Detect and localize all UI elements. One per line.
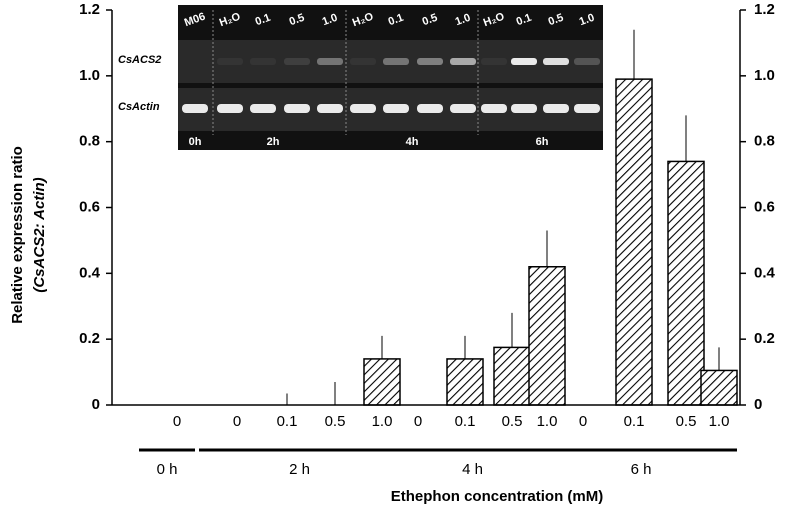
lane-label: 0.1 bbox=[387, 12, 405, 29]
lane-label: 0.5 bbox=[421, 12, 439, 29]
y-tick-label: 0.4 bbox=[79, 264, 101, 281]
gel-band bbox=[450, 104, 476, 113]
time-label: 6h bbox=[536, 136, 549, 148]
lane-label: 1.0 bbox=[454, 12, 472, 29]
y2-tick-label: 0.2 bbox=[754, 330, 775, 347]
gel-band bbox=[250, 104, 276, 113]
gel-band bbox=[250, 58, 276, 65]
x-tick-label: 1.0 bbox=[537, 413, 558, 430]
y2-tick-label: 0.6 bbox=[754, 198, 775, 215]
gel-band bbox=[317, 58, 343, 65]
gel-band bbox=[383, 104, 409, 113]
x-tick-label: 0 bbox=[579, 413, 587, 430]
y2-tick-label: 1.0 bbox=[754, 67, 775, 84]
gel-band bbox=[217, 58, 243, 65]
y-axis-title: Relative expression ratio bbox=[9, 146, 26, 324]
gel-band bbox=[511, 58, 537, 65]
x-tick-label: 0.5 bbox=[502, 413, 523, 430]
gel-band bbox=[543, 58, 569, 65]
x-tick-label: 1.0 bbox=[709, 413, 730, 430]
lane-label: 0.1 bbox=[254, 12, 272, 29]
gel-band bbox=[284, 104, 310, 113]
lane-label: 0.5 bbox=[288, 12, 306, 29]
y-tick-label: 0.8 bbox=[79, 133, 100, 150]
group-label: 2 h bbox=[289, 461, 310, 478]
gel-band bbox=[417, 58, 443, 65]
gel-band bbox=[317, 104, 343, 113]
x-axis-title: Ethephon concentration (mM) bbox=[391, 488, 604, 505]
x-tick-label: 0 bbox=[233, 413, 241, 430]
gel-band bbox=[450, 58, 476, 65]
bar bbox=[615, 78, 653, 406]
gel-band bbox=[417, 104, 443, 113]
y-tick-label: 0 bbox=[92, 396, 100, 413]
bar bbox=[446, 358, 484, 406]
gel-band bbox=[543, 104, 569, 113]
lane-label: 0.5 bbox=[547, 12, 565, 29]
x-tick-label: 1.0 bbox=[372, 413, 393, 430]
x-tick-label: 0 bbox=[414, 413, 422, 430]
y2-tick-label: 0.8 bbox=[754, 133, 775, 150]
bar bbox=[700, 369, 738, 406]
gel-band bbox=[350, 104, 376, 113]
gel-band bbox=[574, 104, 600, 113]
lane-label: 1.0 bbox=[578, 12, 596, 29]
bar bbox=[363, 358, 401, 406]
bar bbox=[528, 266, 566, 406]
y-tick-label: 1.0 bbox=[79, 67, 100, 84]
bar bbox=[667, 160, 705, 406]
y2-tick-label: 0 bbox=[754, 396, 762, 413]
gel-band bbox=[182, 104, 208, 113]
time-label: 2h bbox=[267, 136, 280, 148]
gel-band bbox=[574, 58, 600, 65]
y2-tick-label: 0.4 bbox=[754, 264, 776, 281]
y-axis-title: (CsACS2: Actin) bbox=[31, 177, 48, 292]
gel-band bbox=[383, 58, 409, 65]
y-tick-label: 0.6 bbox=[79, 198, 100, 215]
y-tick-label: 0.2 bbox=[79, 330, 100, 347]
gel-band bbox=[350, 58, 376, 65]
lane-label: 1.0 bbox=[321, 12, 339, 29]
x-tick-label: 0.5 bbox=[325, 413, 346, 430]
x-tick-label: 0 bbox=[173, 413, 181, 430]
bar bbox=[493, 346, 531, 406]
y-tick-label: 1.2 bbox=[79, 1, 100, 18]
time-label: 4h bbox=[406, 136, 419, 148]
x-tick-label: 0.1 bbox=[624, 413, 645, 430]
group-label: 0 h bbox=[157, 461, 178, 478]
group-label: 6 h bbox=[631, 461, 652, 478]
lane-label: 0.1 bbox=[515, 12, 533, 29]
gel-band bbox=[217, 104, 243, 113]
gel-band bbox=[284, 58, 310, 65]
x-tick-label: 0.5 bbox=[676, 413, 697, 430]
gel-band bbox=[481, 104, 507, 113]
row-label: CsACS2 bbox=[118, 54, 161, 66]
y2-tick-label: 1.2 bbox=[754, 1, 775, 18]
group-label: 4 h bbox=[462, 461, 483, 478]
row-label: CsActin bbox=[118, 101, 160, 113]
gel-inset: M06 H₂O 0.1 0.5 1.0 H₂O 0.1 0.5 1.0 H₂O 0.1 0.5 1.0C… bbox=[118, 5, 603, 150]
gel-band bbox=[481, 58, 507, 65]
x-tick-label: 0.1 bbox=[455, 413, 476, 430]
time-label: 0h bbox=[189, 136, 202, 148]
x-tick-label: 0.1 bbox=[277, 413, 298, 430]
gel-band bbox=[511, 104, 537, 113]
